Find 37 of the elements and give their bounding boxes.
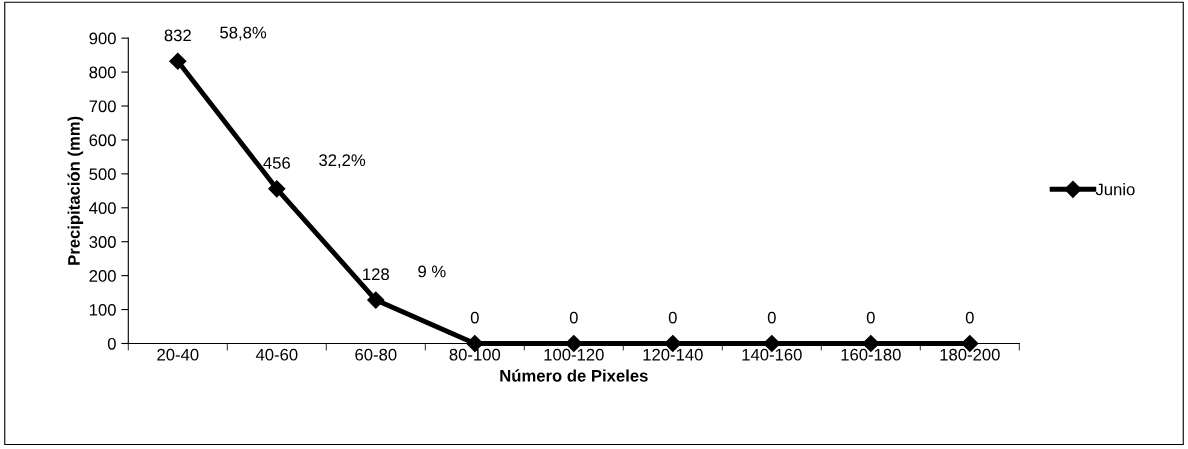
point (268, 180, 286, 198)
data-label: 456 (263, 157, 290, 169)
annotation: 32,2% (319, 154, 366, 169)
x-tick-label: 120-140 (643, 348, 703, 361)
y-tick-label: 100 (89, 303, 116, 316)
x-axis-title: Número de Pixeles (500, 369, 648, 382)
y-tick-label: 700 (89, 100, 116, 113)
y-tick-label: 300 (89, 236, 116, 248)
y-tick-label: 400 (89, 202, 116, 214)
y-tick-label: 500 (89, 168, 116, 181)
x-tick-label: 180-200 (940, 348, 1000, 361)
data-label: 0 (569, 311, 578, 324)
data-label: 128 (363, 268, 389, 281)
x-tick-label: 80-100 (449, 348, 501, 361)
point (367, 291, 385, 309)
x-tick-label: 100-120 (544, 348, 604, 361)
x-tick-label: 60-80 (355, 348, 397, 361)
x-tick-label: 20-40 (157, 348, 199, 361)
x-tick-label: 140-160 (742, 348, 802, 361)
data-label: 0 (965, 311, 974, 324)
data-label: 0 (767, 311, 776, 324)
y-tick-label: 600 (89, 134, 116, 147)
y-tick-label: 200 (89, 270, 116, 282)
legend-label: Junio (1095, 183, 1135, 196)
annotation: 58,8% (220, 26, 267, 41)
point (169, 52, 187, 70)
data-label: 832 (164, 29, 191, 42)
data-label: 0 (470, 311, 479, 324)
y-tick-label: 0 (107, 337, 116, 350)
data-label: 0 (866, 311, 875, 324)
x-tick-label: 40-60 (255, 348, 298, 361)
x-tick-label: 160-180 (841, 348, 901, 361)
y-axis-title: Precipitación (mm) (67, 116, 84, 265)
data-label: 0 (668, 311, 677, 324)
y-tick-label: 900 (89, 32, 116, 45)
y-tick-label: 800 (89, 66, 116, 79)
annotation: 9 % (418, 265, 446, 278)
